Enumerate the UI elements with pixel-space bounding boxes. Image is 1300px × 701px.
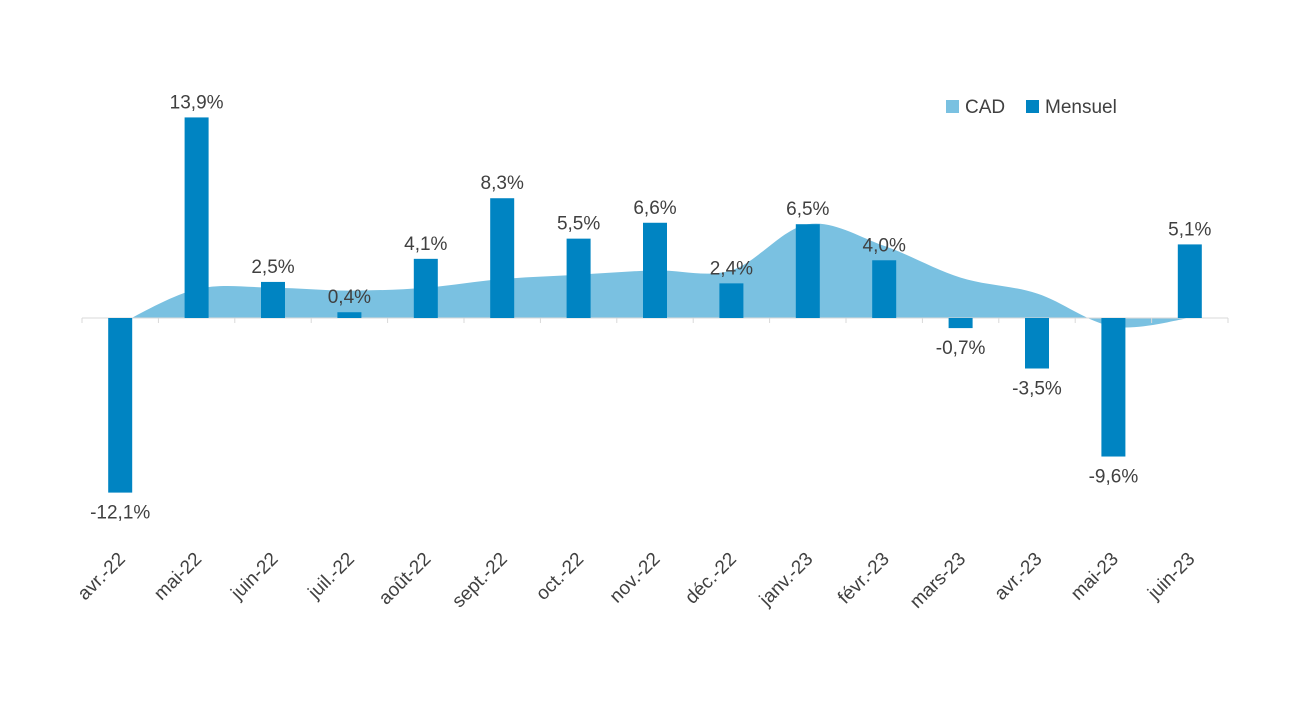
- bar-mensuel: [872, 260, 897, 318]
- data-label: 8,3%: [481, 173, 524, 194]
- data-label: 0,4%: [328, 287, 371, 308]
- bar-mensuel: [108, 318, 133, 493]
- bar-mensuel: [1177, 244, 1202, 318]
- x-tick-label: mai-22: [150, 549, 206, 605]
- tick-label-layer: avr.-22 mai-22 juin-22 juil.-22 août-22 sept.…: [74, 549, 1200, 613]
- data-label: 2,5%: [251, 257, 294, 278]
- legend-label-mensuel: Mensuel: [1045, 97, 1117, 118]
- bar-mensuel: [719, 283, 744, 318]
- data-label: -9,6%: [1089, 467, 1139, 488]
- data-label: 2,4%: [710, 258, 753, 279]
- x-tick-label: juin-22: [227, 549, 283, 605]
- x-tick-label: avr.-23: [991, 549, 1047, 605]
- data-label: 5,5%: [557, 214, 600, 235]
- bar-mensuel: [1101, 318, 1126, 457]
- legend-swatch-cad: [946, 100, 959, 113]
- data-label: -0,7%: [936, 338, 986, 359]
- x-tick-label: mai-23: [1067, 549, 1123, 605]
- axis-layer: [81, 317, 1229, 323]
- x-tick-label: oct.-22: [532, 549, 588, 605]
- bar-mensuel: [948, 318, 973, 329]
- bar-mensuel: [643, 222, 667, 318]
- x-tick-label: mars-23: [906, 549, 970, 613]
- data-label: 6,5%: [786, 199, 829, 220]
- x-tick-label: févr.-23: [834, 549, 894, 609]
- x-tick-label: janv.-23: [755, 549, 817, 611]
- bar-mensuel: [1025, 318, 1049, 369]
- bar-mensuel: [261, 281, 285, 318]
- data-label-layer: -12,1% 13,9% 2,5% 0,4% 4,1% 8,3% 5,5% 6,6% 2,4% 6…: [90, 92, 1211, 523]
- x-tick-label: août-22: [375, 549, 435, 609]
- bar-mensuel: [795, 224, 820, 318]
- x-tick-label: juil.-22: [304, 549, 359, 604]
- data-label: 13,9%: [170, 92, 224, 113]
- legend-label-cad: CAD: [965, 97, 1005, 118]
- x-tick-label: déc.-22: [681, 549, 741, 609]
- x-tick-label: avr.-22: [74, 549, 130, 605]
- bar-mensuel: [490, 198, 515, 318]
- x-tick-label: nov.-22: [606, 549, 665, 608]
- data-label: 4,0%: [863, 235, 906, 256]
- data-label: -12,1%: [90, 503, 150, 524]
- data-label: 6,6%: [633, 198, 676, 219]
- legend: CAD Mensuel: [946, 97, 1117, 118]
- bar-mensuel: [184, 117, 209, 318]
- data-label: 4,1%: [404, 234, 447, 255]
- x-tick-label: juin-23: [1143, 549, 1199, 605]
- bar-mensuel: [413, 258, 438, 318]
- bar-mensuel: [337, 312, 362, 318]
- bar-mensuel: [566, 238, 591, 318]
- bar-layer: [108, 117, 1202, 493]
- legend-swatch-mensuel: [1026, 100, 1039, 113]
- data-label: -3,5%: [1012, 379, 1062, 400]
- data-label: 5,1%: [1168, 219, 1211, 240]
- x-tick-label: sept.-22: [448, 549, 511, 612]
